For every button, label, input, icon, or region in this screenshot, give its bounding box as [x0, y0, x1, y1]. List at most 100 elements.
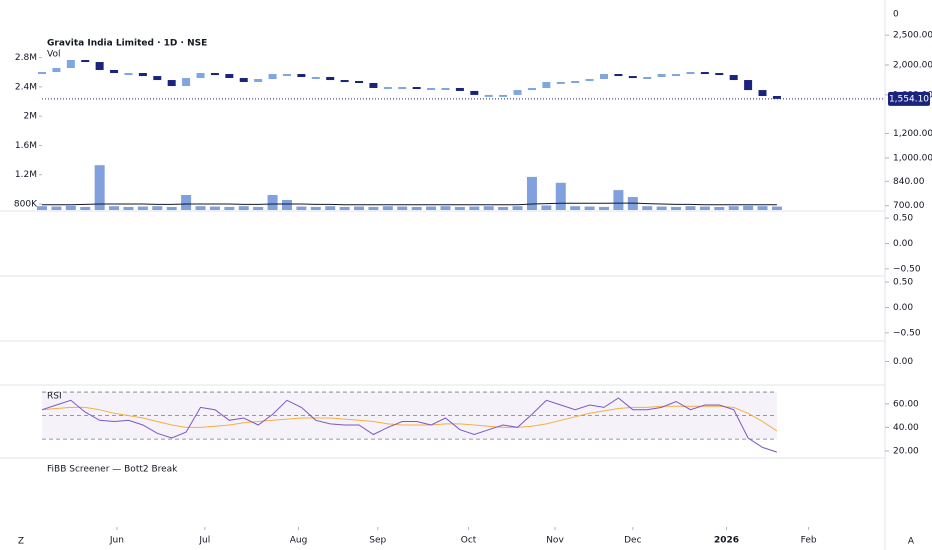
candle [340, 80, 349, 83]
candle [326, 76, 335, 81]
volume-bar [599, 206, 609, 210]
rsi-label: RSI [47, 392, 62, 402]
price-axis-top-label: 0 [893, 10, 899, 20]
volume-bar [613, 190, 624, 210]
candle [513, 90, 522, 95]
volume-bar [440, 206, 451, 210]
volume-bar [37, 206, 47, 210]
volume-bar [426, 206, 437, 210]
y-tick-label: 0.50 [893, 214, 913, 224]
footer-right[interactable]: A [908, 537, 915, 547]
candle [66, 60, 75, 68]
volume-bar [354, 206, 365, 210]
candle [672, 74, 681, 77]
x-tick-label: Dec [624, 536, 641, 546]
candle [355, 81, 364, 84]
candle [297, 74, 306, 77]
y-tick-label: 0.50 [893, 278, 913, 288]
volume-bar [584, 206, 595, 210]
volume-bar [181, 194, 192, 210]
volume-bar [512, 206, 523, 210]
candle [398, 87, 407, 90]
volume-ma-line [42, 202, 777, 206]
volume-bar [152, 206, 163, 210]
candle [412, 87, 421, 90]
rsi-line [41, 397, 778, 453]
volume-bar [166, 206, 177, 210]
candle [542, 81, 551, 88]
volume-bar [526, 176, 537, 210]
candle [282, 74, 291, 77]
last-price-label: 1,554.10 [889, 94, 929, 104]
y-tick-label: 60.00 [893, 399, 919, 409]
volume-bar [541, 205, 552, 210]
y-tick-label: 0.00 [893, 357, 913, 367]
x-tick-label: 2026 [714, 536, 739, 546]
volume-bar [555, 182, 566, 210]
x-tick-label: Aug [290, 536, 308, 546]
candle [124, 73, 133, 76]
candle [744, 80, 753, 91]
y-tick-label: 40.00 [893, 423, 919, 433]
y-tick-label: 2,000.00 [893, 61, 932, 71]
volume-bar [253, 206, 264, 210]
candle [369, 82, 378, 88]
candle [239, 78, 248, 82]
candle [657, 74, 666, 77]
volume-bar [224, 206, 235, 210]
y-tick-label: 2.4M [15, 82, 37, 92]
candle [686, 72, 695, 75]
candle [571, 81, 580, 84]
x-tick-label: Feb [801, 536, 817, 546]
x-tick-label: Sep [369, 536, 386, 546]
last-price-box [888, 91, 930, 106]
rsi-ma-line [41, 405, 778, 432]
y-tick-label: 1,200.00 [893, 129, 932, 139]
volume-bar [498, 206, 509, 210]
volume-bar [699, 206, 710, 210]
volume-bar [714, 206, 725, 210]
candle [715, 73, 724, 76]
volume-bar [771, 206, 782, 210]
indicator-label: FiBB Screener — Bott2 Break [47, 465, 178, 475]
volume-label: Vol [47, 50, 60, 60]
candle [527, 87, 536, 91]
volume-bar [123, 206, 134, 210]
y-tick-label: −0.50 [893, 264, 921, 274]
volume-bar [743, 205, 754, 210]
volume-bar [411, 206, 422, 210]
candle [383, 87, 392, 90]
volume-bar [382, 206, 393, 210]
x-tick-label: Oct [461, 536, 477, 546]
volume-bar [137, 206, 148, 210]
y-tick-label: 20.00 [893, 446, 919, 456]
candle [138, 73, 147, 77]
candle [254, 78, 263, 82]
y-tick-label: −0.50 [893, 328, 921, 338]
volume-bar [51, 206, 62, 210]
candle [700, 72, 709, 75]
candle [628, 76, 637, 79]
x-tick-label: Jul [198, 536, 210, 546]
candle [729, 75, 738, 81]
footer-left[interactable]: Z [18, 537, 24, 547]
volume-bar [209, 206, 220, 210]
volume-bar [310, 206, 321, 210]
volume-bar [656, 206, 667, 210]
x-tick-label: Nov [546, 536, 564, 546]
volume-bar [642, 206, 653, 210]
candle [758, 90, 767, 97]
volume-bar [296, 206, 307, 210]
y-tick-label: 2.8M [15, 53, 37, 63]
volume-bar [757, 206, 768, 210]
volume-bar [65, 205, 76, 210]
candle [772, 96, 781, 99]
volume-bar [109, 206, 120, 210]
candle [499, 94, 508, 97]
candle [455, 87, 464, 91]
volume-bar [685, 206, 696, 210]
candle [268, 74, 277, 79]
volume-bar [325, 206, 336, 210]
volume-bar [671, 206, 682, 210]
